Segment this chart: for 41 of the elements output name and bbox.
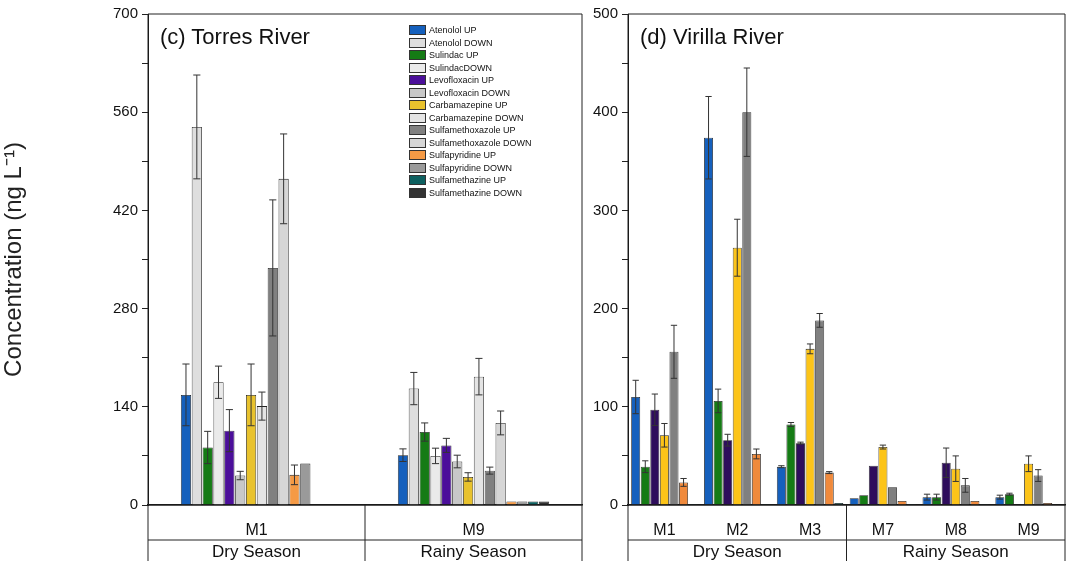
text: Dry Season bbox=[212, 541, 301, 561]
x-tick-label: M8 bbox=[944, 521, 967, 539]
x-tick-label: M7 bbox=[871, 521, 895, 539]
legend-label: Atenolol DOWN bbox=[429, 37, 493, 48]
y-tick-label: 400 bbox=[592, 102, 618, 120]
text: Rainy Season bbox=[420, 541, 527, 561]
y-tick-label: 140 bbox=[112, 396, 138, 414]
text: (d) Virilla River bbox=[640, 24, 784, 49]
y-tick-label: 560 bbox=[112, 102, 138, 120]
text: Dry Season bbox=[692, 541, 782, 561]
x-tick-label: M1 bbox=[245, 521, 268, 539]
legend-label: Sulfamethazine UP bbox=[429, 175, 507, 186]
legend-label: Atenolol UP bbox=[429, 25, 477, 36]
x-tick-label: M9 bbox=[462, 521, 485, 539]
legend-label: Sulfamethoxazole UP bbox=[429, 125, 516, 136]
y-tick-label: 100 bbox=[592, 396, 618, 414]
text: Rainy Season bbox=[902, 541, 1009, 561]
legend-label: Sulfamethazine DOWN bbox=[429, 187, 523, 198]
x-tick-label: M9 bbox=[1017, 521, 1040, 539]
y-tick-label: 200 bbox=[592, 298, 618, 316]
x-tick-label: M2 bbox=[726, 521, 749, 539]
y-axis-title: Concentration (ng L⁻¹) bbox=[0, 142, 27, 377]
legend-label: Sulfapyridine UP bbox=[429, 150, 497, 161]
legend-label: Sulfapyridine DOWN bbox=[429, 162, 513, 173]
legend-label: Levofloxacin UP bbox=[429, 75, 495, 86]
y-tick-label: 280 bbox=[112, 298, 138, 316]
text: (c) Torres River bbox=[160, 24, 310, 49]
legend-label: Levofloxacin DOWN bbox=[429, 87, 511, 98]
y-tick-label: 0 bbox=[609, 495, 618, 513]
y-tick-label: 420 bbox=[112, 200, 138, 218]
legend-label: Carbamazepine UP bbox=[429, 100, 508, 111]
y-tick-label: 300 bbox=[592, 200, 618, 218]
legend-label: Sulindac UP bbox=[429, 50, 479, 61]
x-tick-label: M3 bbox=[798, 521, 822, 539]
y-tick-label: 0 bbox=[129, 495, 138, 513]
x-tick-label: M1 bbox=[653, 521, 676, 539]
legend-label: Carbamazepine DOWN bbox=[429, 112, 524, 123]
legend-label: SulindacDOWN bbox=[429, 62, 493, 73]
legend-label: Sulfamethoxazole DOWN bbox=[429, 137, 532, 148]
y-tick-label: 700 bbox=[112, 4, 138, 22]
y-tick-label: 500 bbox=[592, 4, 618, 22]
